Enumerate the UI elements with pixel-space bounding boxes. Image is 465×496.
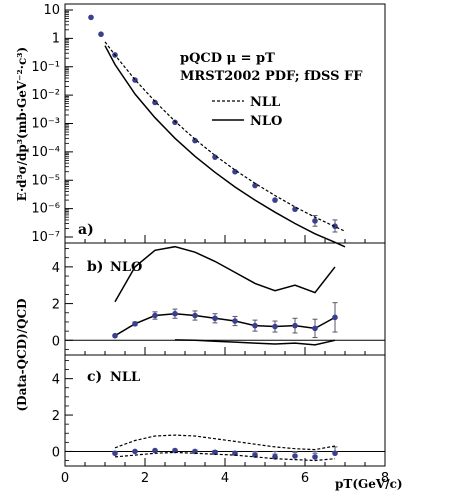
panel-b-name: NLO — [110, 260, 142, 275]
y-tick-label: 10⁻⁴ — [31, 145, 60, 160]
y-tick-label: 0 — [52, 445, 60, 460]
panel-b-plot — [112, 245, 338, 346]
panel-c-ticks: 0 2 4 0 2 4 6 8 — [52, 360, 389, 486]
x-tick-label: 4 — [221, 471, 229, 486]
data-point — [232, 168, 238, 175]
data-point — [152, 99, 158, 106]
series-line-upper — [114, 434, 336, 451]
x-tick-label: 2 — [141, 471, 149, 486]
data-point — [252, 322, 258, 329]
data-point — [98, 31, 104, 38]
legend-nll-label: NLL — [250, 95, 280, 110]
panel-c-label: c) — [87, 369, 102, 385]
panel-c-plot — [112, 434, 338, 462]
y-axis-label-top: E·d³σ/dp³(mb·GeV⁻²·c³) — [15, 47, 29, 201]
data-point — [152, 312, 158, 319]
data-point — [132, 448, 138, 455]
series-line-lower — [174, 339, 336, 346]
panel-a-ticks: 10 1 10⁻¹ 10⁻² 10⁻³ 10⁻⁴ 10⁻⁵ 10⁻⁶ 10⁻⁷ — [31, 3, 386, 245]
x-tick-label: 8 — [381, 471, 389, 486]
y-tick-label: 4 — [52, 261, 60, 276]
data-point — [212, 315, 218, 322]
series-line-NLL — [104, 41, 346, 232]
x-axis-label: pT(GeV/c) — [335, 477, 403, 491]
x-tick-label: 6 — [301, 471, 309, 486]
data-point — [312, 325, 318, 332]
legend-nlo-label: NLO — [250, 114, 282, 129]
data-point — [292, 453, 298, 459]
panel-b-label: b) — [87, 259, 103, 275]
data-point — [172, 119, 178, 126]
data-point — [88, 14, 94, 21]
y-tick-label: 10⁻³ — [31, 117, 60, 132]
y-tick-label: 10⁻⁷ — [31, 230, 60, 245]
series-line-NLO — [104, 45, 346, 248]
series-line-data — [114, 312, 336, 337]
series-line-upper — [114, 245, 336, 303]
data-point — [112, 332, 118, 339]
data-point — [172, 310, 178, 317]
data-point — [152, 447, 158, 454]
panel-c-name: NLL — [110, 370, 140, 385]
data-point — [312, 218, 318, 224]
panel-a-label: a) — [78, 222, 94, 238]
data-point — [312, 454, 318, 460]
y-tick-label: 10⁻⁵ — [31, 173, 60, 188]
data-point — [332, 450, 338, 457]
y-tick-label: 10⁻¹ — [31, 60, 60, 75]
panel-a-plot — [88, 14, 346, 248]
y-tick-label: 2 — [52, 409, 60, 424]
data-point — [272, 197, 278, 203]
annotation-line-2: MRST2002 PDF; fDSS FF — [180, 69, 363, 84]
x-tick-label: 0 — [61, 471, 69, 486]
y-tick-label: 1 — [52, 31, 60, 46]
y-tick-label: 10⁻⁶ — [31, 202, 60, 217]
data-point — [292, 322, 298, 329]
annotation-line-1: pQCD μ = pT — [180, 51, 275, 66]
y-tick-label: 10 — [43, 3, 60, 18]
series-line-lower — [114, 451, 336, 462]
panel-a-frame — [64, 3, 386, 244]
data-point — [212, 154, 218, 160]
data-point — [192, 137, 198, 144]
data-point — [112, 450, 118, 457]
y-tick-label: 4 — [52, 373, 60, 388]
data-point — [272, 323, 278, 330]
data-point — [252, 182, 258, 189]
data-point — [332, 314, 338, 321]
y-axis-label-bottom: (Data-QCD)/QCD — [15, 298, 29, 411]
data-point — [132, 320, 138, 327]
data-point — [232, 318, 238, 324]
y-tick-label: 0 — [52, 334, 60, 349]
y-tick-label: 10⁻² — [31, 88, 60, 103]
data-point — [192, 312, 198, 319]
y-tick-label: 2 — [52, 298, 60, 313]
